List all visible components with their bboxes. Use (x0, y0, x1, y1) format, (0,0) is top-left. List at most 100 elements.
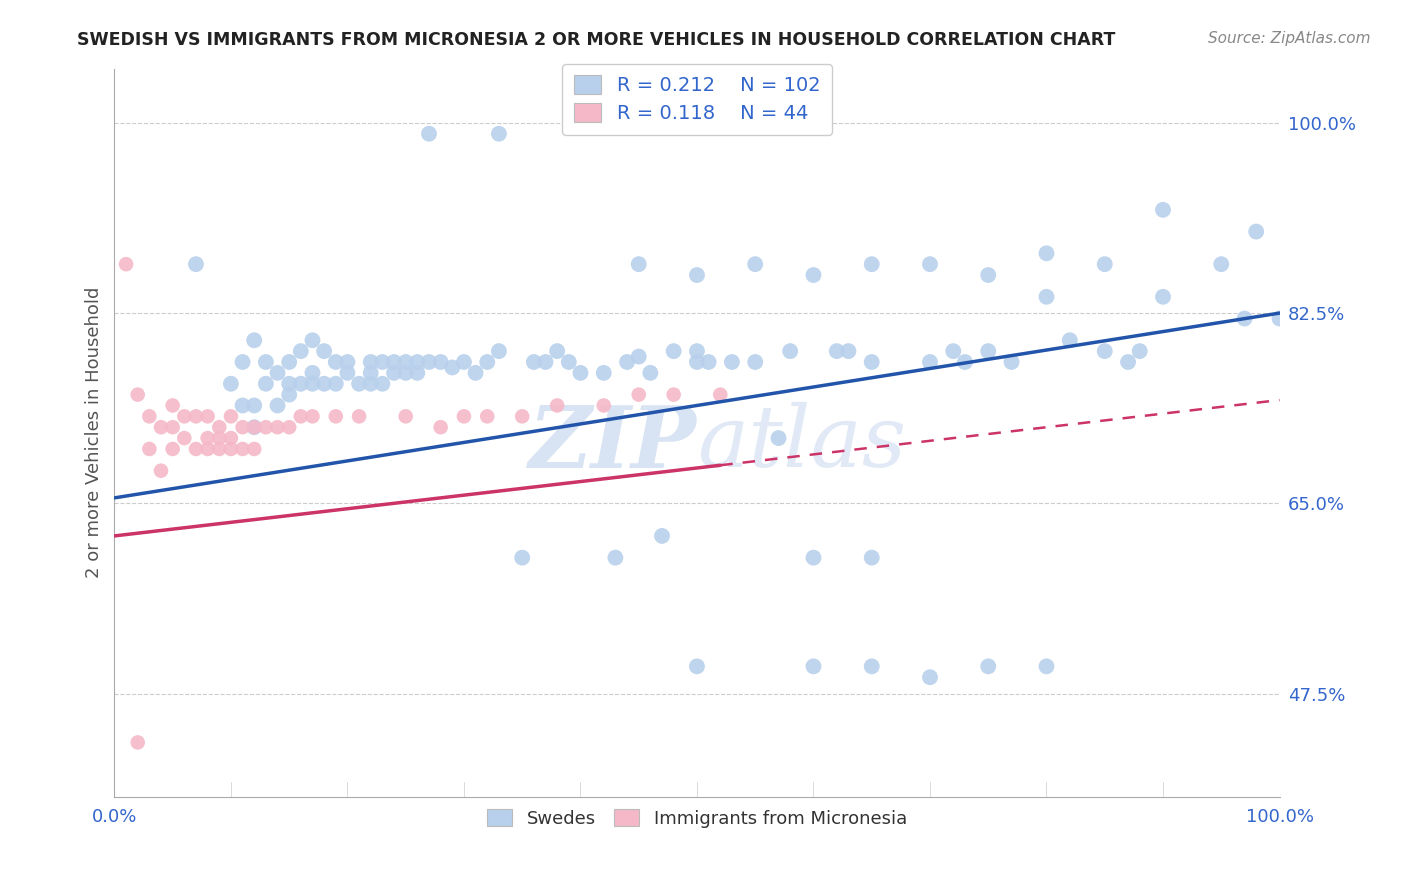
Text: ZIP: ZIP (529, 401, 697, 485)
Point (173, 409, 195, 424)
Point (953, 355, 976, 369)
Point (336, 366, 359, 380)
Point (918, 355, 941, 369)
Point (301, 409, 323, 424)
Point (314, 344, 336, 359)
Point (1211, 257, 1233, 271)
Point (592, 399, 614, 413)
Point (977, 268, 1000, 282)
Point (453, 409, 475, 424)
Point (488, 127, 510, 141)
Point (360, 355, 382, 369)
Point (860, 257, 883, 271)
Point (1035, 246, 1057, 260)
Point (232, 420, 254, 434)
Point (697, 355, 720, 369)
Point (686, 659, 709, 673)
Point (779, 344, 801, 359)
Point (208, 431, 231, 445)
Point (662, 344, 685, 359)
Point (266, 399, 288, 413)
Point (546, 399, 568, 413)
Point (290, 409, 312, 424)
Point (197, 409, 219, 424)
Point (569, 366, 592, 380)
Point (232, 399, 254, 413)
Point (150, 420, 173, 434)
Point (219, 376, 242, 391)
Point (1000, 355, 1022, 369)
Point (441, 360, 464, 375)
Point (942, 344, 965, 359)
Point (278, 387, 301, 401)
Point (510, 550, 533, 565)
Point (314, 376, 336, 391)
Point (162, 420, 184, 434)
Point (197, 442, 219, 456)
Point (640, 366, 662, 380)
Point (360, 376, 382, 391)
Point (278, 355, 301, 369)
Point (406, 366, 429, 380)
Point (510, 409, 533, 424)
Point (197, 431, 219, 445)
Point (382, 366, 405, 380)
Point (162, 442, 184, 456)
Point (686, 355, 709, 369)
Point (627, 387, 650, 401)
Point (395, 366, 418, 380)
Point (395, 409, 418, 424)
Point (336, 355, 359, 369)
Point (686, 268, 709, 282)
Point (301, 333, 323, 347)
Point (477, 355, 499, 369)
Point (592, 366, 614, 380)
Point (546, 344, 568, 359)
Point (918, 257, 941, 271)
Point (825, 344, 848, 359)
Point (651, 529, 673, 543)
Point (418, 355, 440, 369)
Point (1094, 257, 1116, 271)
Point (744, 257, 766, 271)
Point (325, 376, 347, 391)
Point (254, 376, 277, 391)
Point (429, 420, 451, 434)
Point (127, 387, 149, 401)
Point (115, 257, 138, 271)
Point (860, 355, 883, 369)
Point (395, 355, 418, 369)
Point (301, 376, 323, 391)
Point (744, 355, 766, 369)
Point (1233, 311, 1256, 326)
Point (453, 355, 475, 369)
Point (627, 257, 650, 271)
Point (1152, 290, 1174, 304)
Point (360, 366, 382, 380)
Point (477, 409, 499, 424)
Point (803, 659, 825, 673)
Text: Source: ZipAtlas.com: Source: ZipAtlas.com (1208, 31, 1371, 46)
Point (232, 442, 254, 456)
Point (254, 420, 277, 434)
Point (558, 355, 581, 369)
Point (266, 420, 288, 434)
Point (127, 735, 149, 749)
Point (709, 387, 731, 401)
Text: atlas: atlas (697, 402, 905, 485)
Point (219, 442, 242, 456)
Point (721, 355, 744, 369)
Point (1244, 225, 1267, 239)
Point (162, 399, 184, 413)
Point (627, 350, 650, 364)
Point (803, 268, 825, 282)
Point (803, 550, 825, 565)
Point (243, 399, 266, 413)
Point (219, 431, 242, 445)
Point (208, 420, 231, 434)
Point (290, 344, 312, 359)
Point (266, 366, 288, 380)
Point (534, 355, 557, 369)
Point (860, 550, 883, 565)
Point (429, 355, 451, 369)
